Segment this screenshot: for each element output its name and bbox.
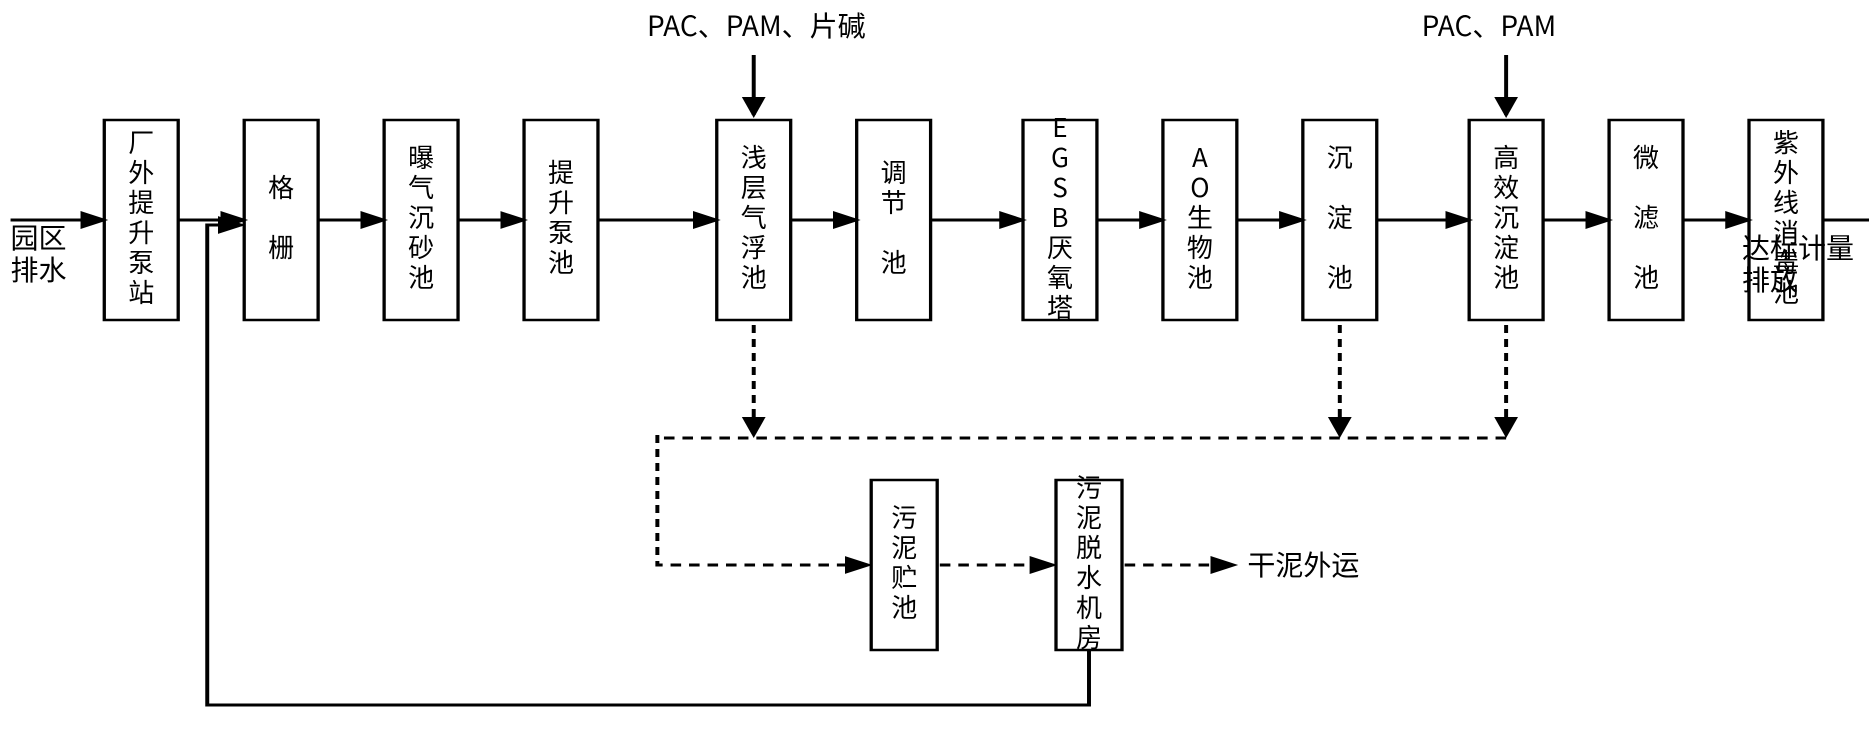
box-char: 池	[408, 258, 434, 295]
box-char: 池	[548, 243, 574, 280]
box-char: 池	[1773, 273, 1799, 310]
box-char: 池	[1633, 258, 1659, 295]
sludge-line-d_bus_to_s1	[657, 435, 868, 565]
box-char: 塔	[1047, 288, 1073, 325]
input-label: 排水	[11, 249, 67, 289]
box-char: 滤	[1633, 198, 1659, 235]
process-box-n4: 提升泵池	[524, 6, 646, 320]
box-char: 淀	[1327, 198, 1353, 235]
process-box-n11: 微滤池	[1609, 6, 1710, 320]
chem-label-2: PAC、PAM	[1422, 5, 1557, 45]
chem-label-1: PAC、PAM、片碱	[647, 5, 866, 45]
recycle-line	[207, 225, 1089, 705]
process-box-n5: 浅层气浮池	[717, 6, 860, 320]
process-box-n3: 曝气沉砂池	[384, 6, 527, 320]
box-char: 节	[881, 183, 907, 220]
box-char: 微	[1633, 138, 1659, 175]
process-box-n9: 沉淀池	[1303, 6, 1404, 320]
box-char: 池	[741, 258, 767, 295]
box-char: 池	[881, 243, 907, 280]
box-char: 站	[128, 273, 154, 310]
process-box-n2: 格栅	[244, 6, 323, 320]
box-char: 池	[1327, 258, 1353, 295]
process-box-n10: 高效沉淀池	[1469, 6, 1612, 320]
box-char: 房	[1076, 618, 1102, 655]
box-char: 池	[1187, 258, 1213, 295]
box-char: 池	[891, 588, 917, 625]
process-box-s1: 污泥贮池	[871, 366, 989, 650]
process-box-n6: 调节池	[857, 6, 958, 320]
box-char: 栅	[268, 228, 294, 265]
box-char: 格	[268, 168, 294, 205]
process-box-n8: AO生物池	[1163, 6, 1294, 320]
box-char: 池	[1493, 258, 1519, 295]
process-flow-diagram: 厂外提升泵站格栅曝气沉砂池提升泵池浅层气浮池调节池EGSB厌氧塔AO生物池沉淀池…	[0, 0, 1869, 750]
sludge-out-label: 干泥外运	[1247, 544, 1359, 584]
box-char: 沉	[1327, 138, 1353, 175]
